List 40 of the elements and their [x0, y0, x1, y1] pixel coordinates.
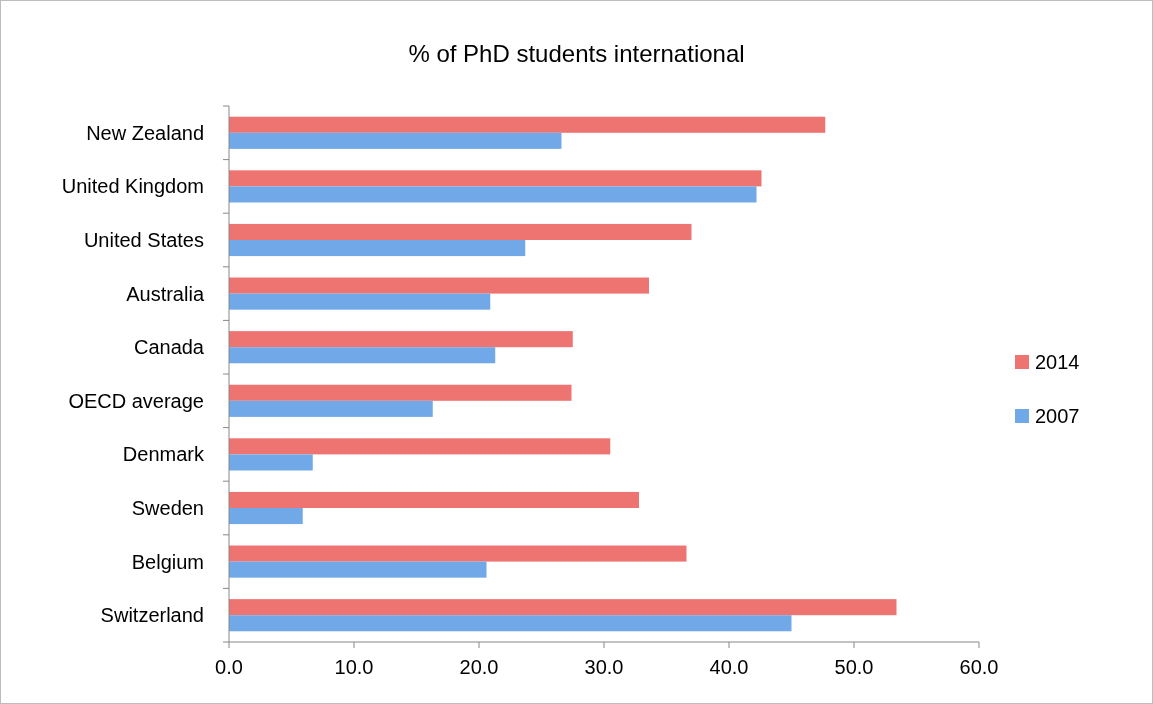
x-tick-label: 20.0	[459, 656, 499, 678]
x-tick-label: 0.0	[215, 656, 243, 678]
bar	[229, 545, 687, 562]
bar	[229, 508, 303, 525]
bar	[229, 438, 611, 455]
bar	[229, 277, 649, 294]
y-tick-label: New Zealand	[86, 121, 204, 144]
legend-label: 2007	[1035, 405, 1080, 427]
bar	[229, 186, 757, 203]
y-tick-label: Switzerland	[100, 604, 204, 627]
bar	[229, 170, 762, 187]
bar	[229, 223, 692, 240]
x-tick-label: 30.0	[584, 656, 624, 678]
bar	[229, 132, 562, 149]
y-tick-label: OECD average	[68, 389, 204, 412]
bar	[229, 240, 526, 257]
bar	[229, 615, 792, 632]
y-tick-label: Denmark	[122, 443, 205, 466]
x-tick-label: 60.0	[959, 656, 999, 678]
bar	[229, 116, 826, 133]
y-tick-label: United Kingdom	[61, 175, 204, 198]
x-tick-label: 40.0	[709, 656, 749, 678]
bar	[229, 331, 573, 348]
bar	[229, 491, 639, 508]
bar	[229, 400, 433, 417]
y-tick-label: United States	[83, 229, 204, 251]
bar	[229, 347, 496, 364]
bar	[229, 454, 313, 471]
bar	[229, 293, 491, 310]
y-tick-label: Sweden	[131, 497, 204, 519]
chart-title: % of PhD students international	[408, 40, 745, 67]
bar	[229, 384, 572, 401]
x-tick-label: 50.0	[834, 656, 874, 678]
x-tick-label: 10.0	[334, 656, 374, 678]
y-tick-label: Belgium	[131, 550, 204, 573]
bar	[229, 561, 487, 578]
y-tick-label: Canada	[133, 336, 205, 359]
legend-label: 2014	[1035, 351, 1080, 373]
bar	[229, 599, 897, 616]
y-tick-label: Australia	[126, 282, 205, 305]
